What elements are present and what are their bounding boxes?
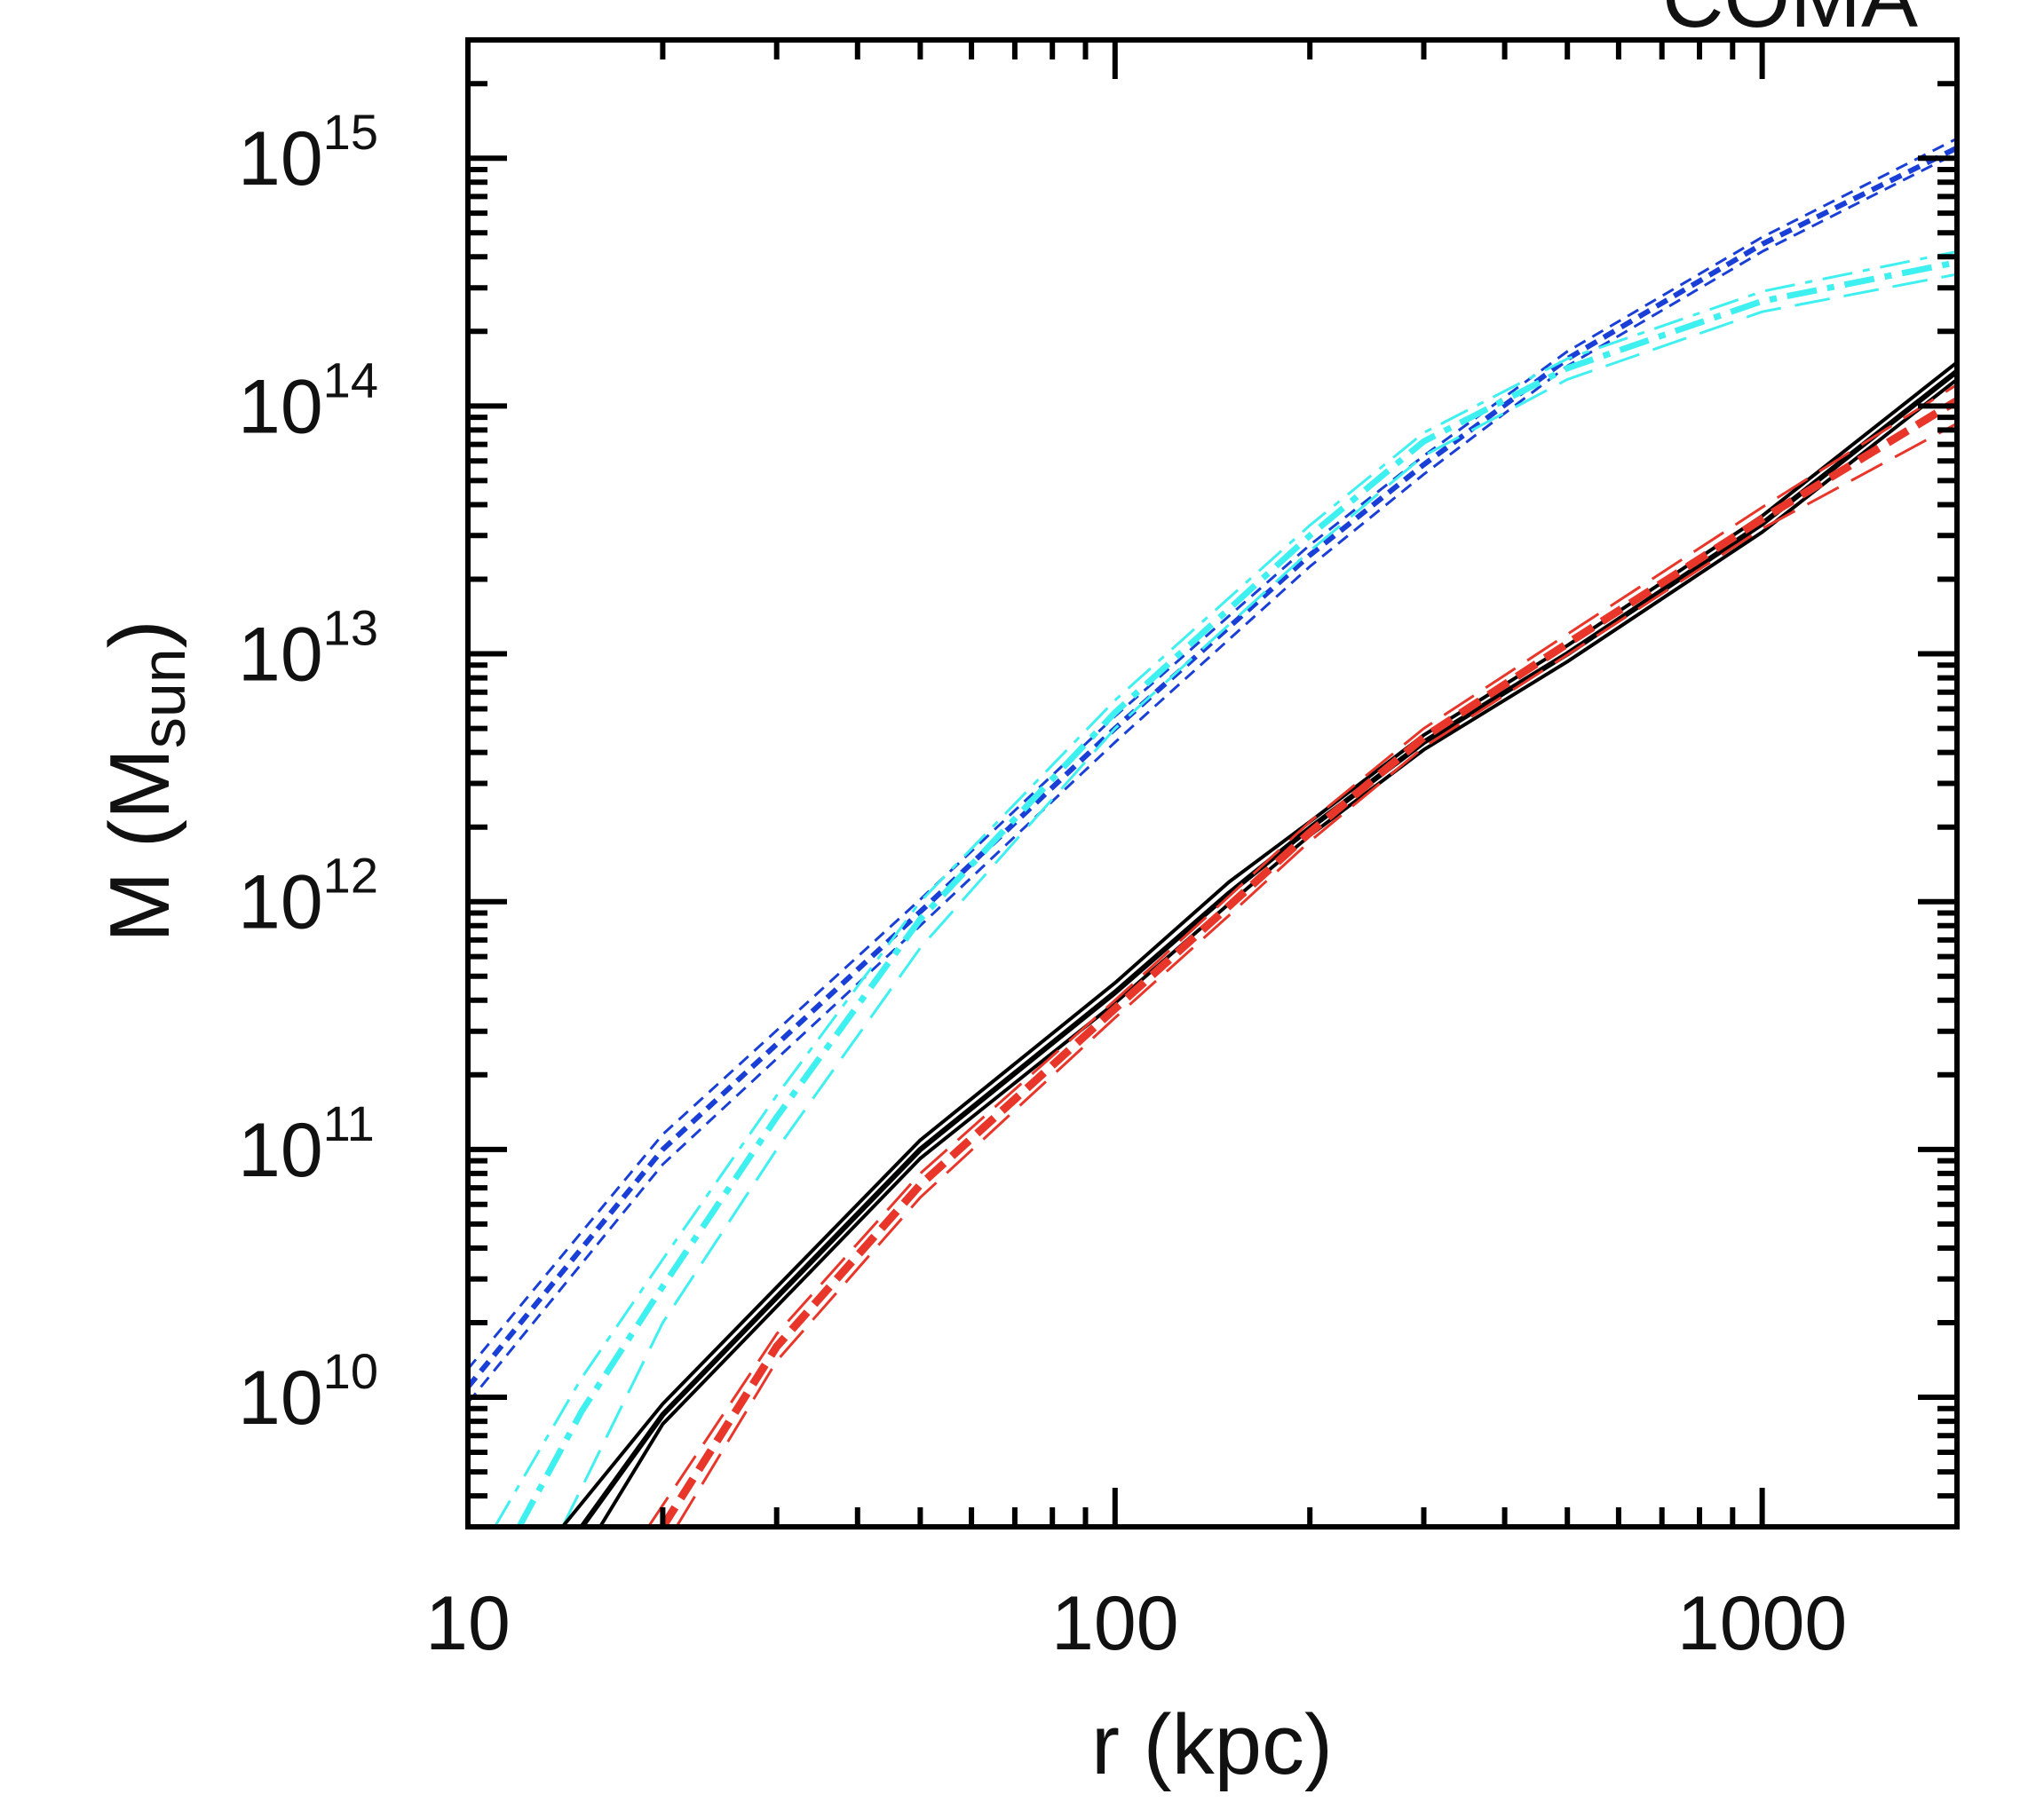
y-tick-label-exponent: 10 [323,1343,378,1399]
y-tick-label-base: 10 [238,1108,323,1193]
series-cyan-center [516,259,1957,1527]
x-axis-ticks [465,40,1960,1527]
y-tick-label: 1015 [238,104,378,202]
series-cyan-upper [493,249,1957,1527]
series-blue-upper [468,137,1957,1371]
y-tick-label-base: 10 [238,364,323,449]
y-tick-label-exponent: 14 [323,352,378,407]
series-red-center [659,397,1957,1527]
y-tick-label: 1012 [238,848,378,945]
y-tick-label-base: 10 [238,613,323,698]
y-axis-ticks [468,37,1957,1529]
series-red-lower [675,422,1957,1527]
y-tick-label-exponent: 12 [323,848,378,904]
y-axis-label: M (Msun) [92,620,198,942]
x-tick-label: 1000 [1677,1581,1847,1666]
y-tick-label: 1010 [238,1343,378,1441]
y-tick-label-exponent: 11 [323,1095,375,1151]
y-tick-label: 1013 [238,600,378,698]
y-tick-label-base: 10 [238,860,323,945]
y-axis-label-sub: sun [129,648,198,748]
x-axis-tick-labels: 10 100 1000 [425,1581,1847,1666]
series-black-lower [598,377,1957,1527]
y-tick-label-base: 10 [238,1356,323,1441]
x-axis-label: r (kpc) [1091,1697,1333,1792]
series-cyan-lower [561,273,1957,1527]
series-layer [468,137,1957,1527]
series-blue-lower [468,151,1957,1404]
y-axis-label-main: M (M [92,748,187,943]
series-red-upper [646,383,1957,1527]
x-tick-label: 10 [425,1581,511,1666]
y-axis-label-close: ) [92,620,187,648]
series-black-center [579,368,1957,1527]
y-tick-label-exponent: 15 [323,104,378,160]
y-tick-label-exponent: 13 [323,600,378,656]
x-tick-label: 100 [1051,1581,1179,1666]
y-tick-label-base: 10 [238,116,323,202]
series-blue-center [468,145,1957,1389]
y-tick-label: 1011 [238,1095,375,1193]
y-tick-label: 1014 [238,352,378,449]
